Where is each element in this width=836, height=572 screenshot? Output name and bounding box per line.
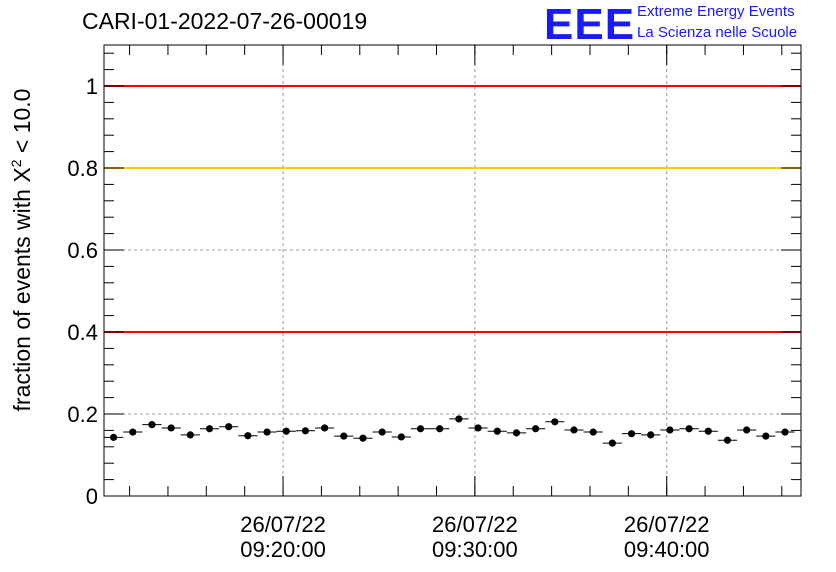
y-tick-label: 0.2 bbox=[67, 402, 98, 427]
data-point bbox=[263, 428, 271, 436]
data-point bbox=[359, 434, 367, 442]
data-point bbox=[109, 433, 118, 441]
data-point bbox=[666, 426, 674, 434]
data-point bbox=[436, 425, 444, 433]
x-tick-label: 26/07/22 bbox=[624, 512, 710, 537]
data-point bbox=[282, 427, 290, 435]
y-axis-label-symbol: X bbox=[8, 167, 35, 183]
data-point bbox=[205, 425, 214, 433]
y-tick-label: 1 bbox=[86, 74, 98, 99]
x-tick-label: 09:40:00 bbox=[624, 537, 710, 562]
data-point bbox=[532, 425, 540, 433]
data-point bbox=[551, 418, 559, 426]
data-point bbox=[455, 415, 463, 423]
data-point bbox=[378, 428, 386, 436]
reference-lines bbox=[104, 85, 801, 333]
data-point bbox=[340, 432, 348, 440]
data-point bbox=[244, 432, 252, 440]
y-tick-label: 0.8 bbox=[67, 156, 98, 181]
logo-line-2: La Scienza nelle Scuole bbox=[637, 24, 798, 41]
data-point bbox=[704, 427, 712, 435]
data-point bbox=[608, 439, 616, 447]
data-point bbox=[397, 433, 405, 441]
data-point bbox=[685, 425, 693, 433]
data-point bbox=[148, 421, 156, 429]
data-point bbox=[743, 426, 751, 434]
data-point bbox=[474, 424, 482, 432]
data-point bbox=[762, 432, 770, 440]
y-tick-label: 0.6 bbox=[67, 238, 98, 263]
x-tick-label: 26/07/22 bbox=[240, 512, 326, 537]
axis-ticks bbox=[104, 45, 801, 497]
x-tick-label: 09:20:00 bbox=[240, 537, 326, 562]
x-tick-label: 26/07/22 bbox=[432, 512, 518, 537]
data-point bbox=[627, 430, 636, 438]
data-point bbox=[186, 431, 194, 439]
y-axis-label: fraction of events with X2 < 10.0 bbox=[8, 89, 36, 412]
data-point bbox=[493, 427, 501, 435]
data-point bbox=[647, 431, 655, 439]
data-points bbox=[104, 415, 795, 447]
data-point bbox=[301, 427, 310, 435]
logo-mark: EEE bbox=[544, 0, 636, 49]
data-point bbox=[129, 428, 137, 436]
y-axis-label-prefix: fraction of events with bbox=[8, 182, 35, 412]
x-tick-label: 09:30:00 bbox=[432, 537, 518, 562]
data-point bbox=[321, 424, 329, 432]
y-tick-label: 0 bbox=[86, 484, 98, 509]
data-point bbox=[781, 428, 789, 436]
data-point bbox=[225, 423, 233, 431]
y-axis-label-suffix: < 10.0 bbox=[8, 88, 35, 160]
tick-labels: 00.20.40.60.8126/07/2209:20:0026/07/2209… bbox=[67, 74, 709, 562]
plot-frame bbox=[103, 44, 802, 497]
data-point bbox=[167, 424, 175, 432]
logo-line-1: Extreme Energy Events bbox=[637, 3, 795, 20]
y-tick-label: 0.4 bbox=[67, 320, 98, 345]
data-point bbox=[723, 436, 732, 444]
data-point bbox=[416, 425, 425, 433]
y-axis-label-sup: 2 bbox=[8, 159, 25, 168]
eee-logo: EEE Extreme Energy Events La Scienza nel… bbox=[544, 0, 834, 49]
data-point bbox=[589, 428, 597, 436]
data-point bbox=[512, 429, 521, 437]
chart-title: CARI-01-2022-07-26-00019 bbox=[82, 8, 368, 34]
data-point bbox=[570, 426, 578, 434]
